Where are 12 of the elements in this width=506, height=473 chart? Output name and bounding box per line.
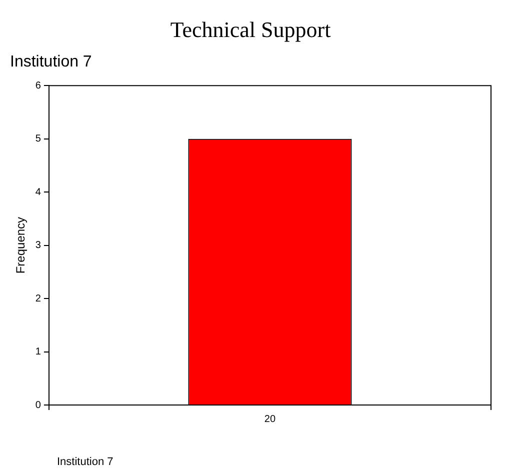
chart-title: Technical Support xyxy=(170,16,331,42)
y-tick-label: 5 xyxy=(35,134,42,145)
y-axis-title: Frequency xyxy=(14,216,28,274)
y-tick-label: 2 xyxy=(35,293,42,304)
y-tick-label: 1 xyxy=(35,346,42,358)
y-tick-label: 0 xyxy=(35,400,42,411)
text: Institution 7 xyxy=(57,456,114,468)
y-tick-label: 6 xyxy=(35,80,42,92)
y-tick-label: 4 xyxy=(35,186,42,198)
y-tick-label: 3 xyxy=(35,240,42,252)
chart-subtitle: Institution 7 xyxy=(10,53,92,70)
x-tick-label: 20 xyxy=(264,414,276,425)
